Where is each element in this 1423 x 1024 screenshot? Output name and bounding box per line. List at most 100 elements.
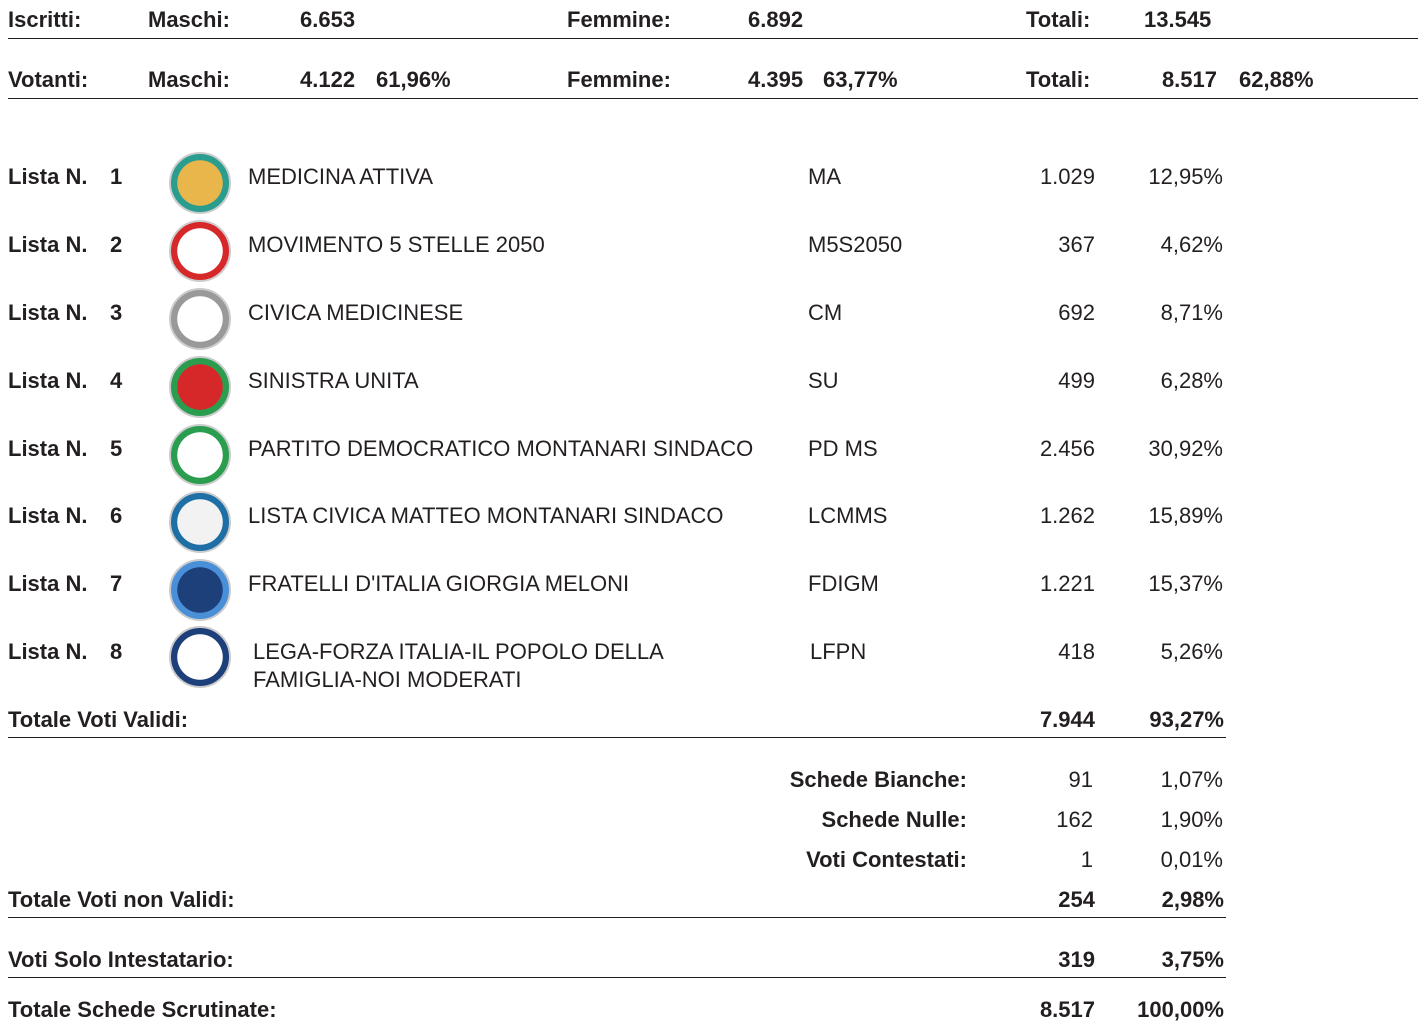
list-number: 2	[110, 232, 123, 257]
value: 6.653	[300, 7, 356, 32]
list-label: Lista N.	[8, 436, 88, 461]
list-label: Lista N.	[8, 300, 88, 325]
percent: 2,98%	[1161, 887, 1224, 912]
rule	[8, 98, 1418, 99]
value: 13.545	[1144, 7, 1212, 32]
party-logo	[169, 356, 231, 418]
invalid-label: Schede Nulle:	[821, 807, 967, 832]
votes: 499	[1058, 368, 1095, 393]
votes: 8.517	[1039, 997, 1095, 1022]
votes: 1.029	[1039, 164, 1095, 189]
label: Iscritti:	[8, 7, 82, 32]
votes: 7.944	[1039, 707, 1095, 732]
label: Maschi:	[148, 7, 230, 32]
label: Votanti:	[8, 67, 89, 92]
label: Totali:	[1026, 67, 1091, 92]
list-number: 8	[110, 639, 123, 664]
percent: 93,27%	[1149, 707, 1224, 732]
votes: 1	[1080, 847, 1093, 872]
votes: 1.262	[1039, 503, 1095, 528]
value: 4.122	[300, 67, 356, 92]
list-number: 5	[110, 436, 123, 461]
percent: 15,89%	[1148, 503, 1223, 528]
percent: 6,28%	[1160, 368, 1223, 393]
party-logo	[169, 152, 231, 214]
list-abbr: MA	[808, 164, 841, 189]
label: Femmine:	[567, 67, 671, 92]
rule	[8, 737, 1226, 738]
percent: 1,07%	[1160, 767, 1223, 792]
rule	[8, 977, 1226, 978]
percent: 15,37%	[1148, 571, 1223, 596]
rule	[8, 38, 1418, 39]
votes: 91	[1068, 767, 1093, 792]
percent: 5,26%	[1160, 639, 1223, 664]
label: Maschi:	[148, 67, 230, 92]
invalid-label: Schede Bianche:	[789, 767, 967, 792]
list-label: Lista N.	[8, 368, 88, 393]
label: Femmine:	[567, 7, 671, 32]
list-label: Lista N.	[8, 571, 88, 596]
votes: 2.456	[1039, 436, 1095, 461]
party-logo	[169, 491, 231, 553]
percent: 1,90%	[1160, 807, 1223, 832]
percent: 3,75%	[1161, 947, 1224, 972]
value: 6.892	[748, 7, 804, 32]
percent: 8,71%	[1160, 300, 1223, 325]
votes: 254	[1058, 887, 1095, 912]
votes: 418	[1058, 639, 1095, 664]
list-abbr: PD MS	[808, 436, 878, 461]
party-logo	[169, 559, 231, 621]
party-logo	[169, 424, 231, 486]
percent: 63,77%	[823, 67, 898, 92]
value: 4.395	[748, 67, 804, 92]
party-logo	[169, 626, 231, 688]
value: 8.517	[1161, 67, 1217, 92]
list-label: Lista N.	[8, 503, 88, 528]
list-name: MEDICINA ATTIVA	[248, 164, 433, 189]
votes: 162	[1056, 807, 1093, 832]
total-label: Totale Schede Scrutinate:	[8, 997, 277, 1022]
list-abbr: M5S2050	[808, 232, 903, 257]
percent: 61,96%	[376, 67, 451, 92]
list-name: SINISTRA UNITA	[248, 368, 419, 393]
list-number: 4	[110, 368, 123, 393]
list-label: Lista N.	[8, 164, 88, 189]
list-number: 3	[110, 300, 123, 325]
party-logo	[169, 288, 231, 350]
list-name: PARTITO DEMOCRATICO MONTANARI SINDACO	[248, 436, 754, 461]
percent: 100,00%	[1137, 997, 1224, 1022]
list-label: Lista N.	[8, 232, 88, 257]
list-number: 7	[110, 571, 123, 596]
label: Totali:	[1026, 7, 1091, 32]
list-name: LEGA-FORZA ITALIA-IL POPOLO DELLA FAMIGL…	[253, 639, 663, 692]
votes: 319	[1058, 947, 1095, 972]
total-label: Totale Voti Validi:	[8, 707, 189, 732]
list-name: CIVICA MEDICINESE	[248, 300, 464, 325]
percent: 12,95%	[1148, 164, 1223, 189]
votes: 367	[1058, 232, 1095, 257]
list-abbr: CM	[808, 300, 843, 325]
percent: 4,62%	[1160, 232, 1223, 257]
total-label: Totale Voti non Validi:	[8, 887, 235, 912]
total-label: Voti Solo Intestatario:	[8, 947, 234, 972]
percent: 62,88%	[1239, 67, 1314, 92]
list-name: FRATELLI D'ITALIA GIORGIA MELONI	[248, 571, 630, 596]
rule	[8, 917, 1226, 918]
list-label: Lista N.	[8, 639, 88, 664]
list-number: 1	[110, 164, 123, 189]
percent: 30,92%	[1148, 436, 1223, 461]
list-abbr: FDIGM	[808, 571, 879, 596]
list-abbr: SU	[808, 368, 839, 393]
invalid-label: Voti Contestati:	[806, 847, 967, 872]
list-name: LISTA CIVICA MATTEO MONTANARI SINDACO	[248, 503, 724, 528]
list-abbr: LCMMS	[808, 503, 888, 528]
list-abbr: LFPN	[810, 639, 867, 664]
list-name: MOVIMENTO 5 STELLE 2050	[248, 232, 545, 257]
votes: 692	[1058, 300, 1095, 325]
party-logo	[169, 220, 231, 282]
votes: 1.221	[1039, 571, 1095, 596]
list-number: 6	[110, 503, 123, 528]
percent: 0,01%	[1160, 847, 1223, 872]
